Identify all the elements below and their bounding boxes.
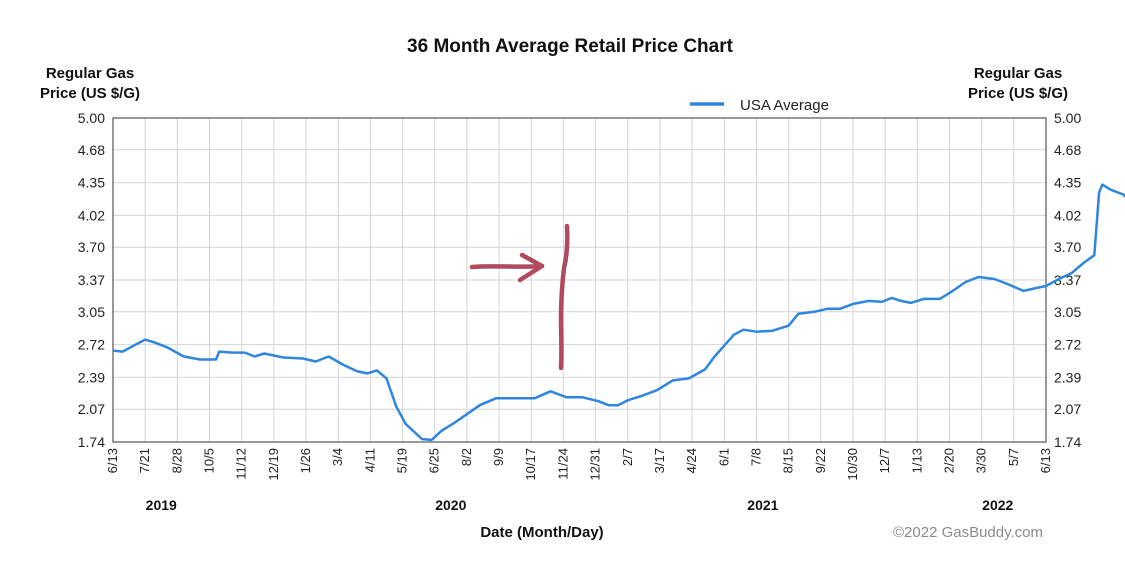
y-tick-label-left: 2.72 [78,337,105,353]
x-tick-label: 7/8 [748,448,763,466]
y-tick-label-left: 3.05 [78,304,105,320]
y-tick-label-left: 5.00 [78,110,105,126]
y-tick-label-left: 4.02 [78,207,105,223]
x-tick-label: 3/4 [330,448,345,466]
x-tick-label: 4/11 [362,448,377,472]
x-tick-label: 5/7 [1006,448,1021,466]
y-tick-label-right: 4.02 [1054,207,1081,223]
y-tick-label-right: 3.05 [1054,304,1081,320]
x-tick-label: 11/12 [234,448,249,480]
y-tick-label-left: 1.74 [78,434,105,450]
x-tick-label: 10/5 [202,448,217,473]
x-tick-label: 9/22 [813,448,828,473]
y-tick-label-left: 2.07 [78,401,105,417]
year-label: 2022 [982,497,1013,513]
hand-drawn-annotation [469,223,570,371]
x-tick-label: 6/13 [105,448,120,473]
x-tick-label: 12/19 [266,448,281,481]
y-tick-label-right: 2.39 [1054,369,1081,385]
x-tick-label: 6/13 [1038,448,1053,473]
x-tick-label: 11/24 [555,448,570,480]
x-tick-label: 4/24 [684,448,699,473]
x-tick-label: 1/26 [298,448,313,473]
x-tick-label: 8/28 [169,448,184,473]
series-layer [112,183,1125,442]
y-tick-label-left: 3.37 [78,272,105,288]
series-line-usa-average [112,183,1125,442]
x-tick-label: 8/15 [781,448,796,473]
annotation-arrow-shaft [469,263,545,270]
plot-grid [112,117,1047,443]
x-tick-label: 3/17 [652,448,667,473]
annotation-vertical-mark [558,223,570,371]
y-tick-label-right: 3.37 [1054,272,1081,288]
annotation-arrow-head [517,252,545,283]
y-tick-label-left: 3.70 [78,239,105,255]
x-tick-label: 10/17 [523,448,538,481]
y-axis-title-left-line1: Regular Gas [46,65,134,82]
y-axis-title-right-line2: Price (US $/G) [968,85,1068,102]
chart-title: 36 Month Average Retail Price Chart [407,36,734,57]
x-axis-title: Date (Month/Day) [480,524,603,541]
y-tick-label-left: 4.68 [78,142,105,158]
x-tick-label: 9/9 [491,448,506,466]
legend: USA Average [690,97,829,114]
credit-text: ©2022 GasBuddy.com [893,524,1043,541]
legend-label: USA Average [740,97,829,114]
x-tick-label: 12/7 [877,448,892,473]
year-label: 2020 [435,497,466,513]
y-tick-label-right: 3.70 [1054,239,1081,255]
y-tick-label-left: 2.39 [78,369,105,385]
x-tick-label: 1/13 [909,448,924,473]
x-tick-label: 3/30 [974,448,989,473]
x-tick-label: 7/21 [137,448,152,473]
x-tick-label: 6/1 [716,448,731,466]
y-tick-labels: 5.00 5.00 4.68 4.68 4.35 4.35 4.02 4.02 3.70 3.70… [78,110,1082,450]
x-tick-label: 2/20 [941,448,956,473]
x-tick-label: 6/25 [427,448,442,473]
y-axis-title-left-line2: Price (US $/G) [40,85,140,102]
x-tick-labels: 6/13 7/21 8/28 10/5 11/12 12/19 1/26 3/4 4/11 5/1… [105,448,1053,481]
y-tick-label-right: 2.72 [1054,337,1081,353]
y-tick-label-right: 1.74 [1054,434,1081,450]
y-tick-label-left: 4.35 [78,175,105,191]
year-label: 2019 [146,497,177,513]
plot-frame [112,117,1047,443]
x-tick-label: 10/30 [845,448,860,481]
y-tick-label-right: 2.07 [1054,401,1081,417]
y-axis-title-right-line1: Regular Gas [974,65,1062,82]
y-tick-label-right: 5.00 [1054,110,1081,126]
year-label: 2021 [747,497,778,513]
x-tick-label: 12/31 [588,448,603,481]
y-tick-label-right: 4.68 [1054,142,1081,158]
x-tick-label: 5/19 [395,448,410,473]
x-tick-label: 8/2 [459,448,474,466]
y-tick-label-right: 4.35 [1054,175,1081,191]
x-tick-label: 2/7 [620,448,635,466]
year-labels: 2019 2020 2021 2022 [146,497,1014,513]
